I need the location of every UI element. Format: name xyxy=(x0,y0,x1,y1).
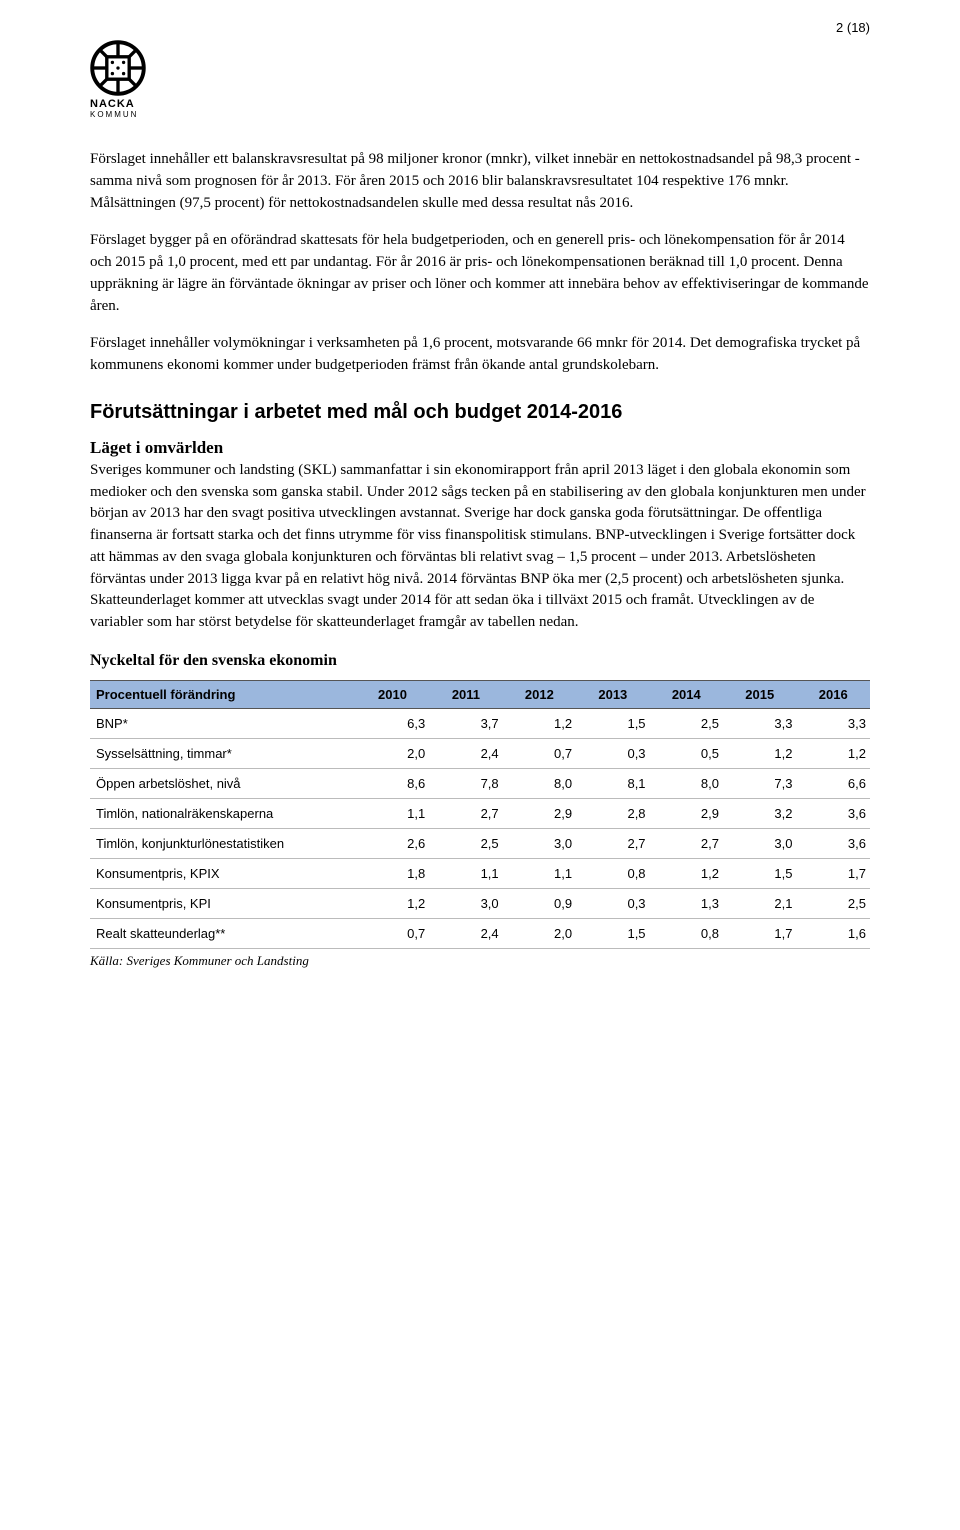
table-header-cell: 2013 xyxy=(576,680,649,708)
table-cell: Timlön, nationalräkenskaperna xyxy=(90,798,356,828)
table-cell: BNP* xyxy=(90,708,356,738)
table-cell: 1,5 xyxy=(723,858,796,888)
table-cell: 0,7 xyxy=(503,738,576,768)
body-paragraph: Förslaget innehåller volymökningar i ver… xyxy=(90,333,870,377)
table-cell: 2,9 xyxy=(503,798,576,828)
table-cell: 3,0 xyxy=(503,828,576,858)
table-cell: 1,1 xyxy=(356,798,429,828)
section-heading: Förutsättningar i arbetet med mål och bu… xyxy=(90,401,870,424)
table-header-cell: 2010 xyxy=(356,680,429,708)
table-cell: 2,6 xyxy=(356,828,429,858)
table-cell: 2,0 xyxy=(356,738,429,768)
table-cell: 8,0 xyxy=(650,768,723,798)
table-row: Konsumentpris, KPI1,23,00,90,31,32,12,5 xyxy=(90,888,870,918)
table-cell: 2,4 xyxy=(429,738,502,768)
table-cell: 1,8 xyxy=(356,858,429,888)
table-cell: 1,1 xyxy=(429,858,502,888)
table-row: Öppen arbetslöshet, nivå8,67,88,08,18,07… xyxy=(90,768,870,798)
table-cell: 1,2 xyxy=(723,738,796,768)
table-title: Nyckeltal för den svenska ekonomin xyxy=(90,652,870,670)
table-cell: 3,0 xyxy=(723,828,796,858)
table-cell: 2,9 xyxy=(650,798,723,828)
table-cell: 6,6 xyxy=(796,768,870,798)
subsection-heading: Läget i omvärlden xyxy=(90,438,870,458)
table-header-cell: Procentuell förändring xyxy=(90,680,356,708)
table-cell: Realt skatteunderlag** xyxy=(90,918,356,948)
table-cell: 7,3 xyxy=(723,768,796,798)
table-cell: 1,1 xyxy=(503,858,576,888)
table-cell: 6,3 xyxy=(356,708,429,738)
table-cell: 1,2 xyxy=(796,738,870,768)
table-cell: 1,5 xyxy=(576,918,649,948)
table-cell: Konsumentpris, KPIX xyxy=(90,858,356,888)
table-cell: 0,3 xyxy=(576,888,649,918)
table-cell: 1,2 xyxy=(503,708,576,738)
table-cell: Konsumentpris, KPI xyxy=(90,888,356,918)
page-number: 2 (18) xyxy=(836,20,870,35)
table-cell: 1,2 xyxy=(650,858,723,888)
table-cell: 2,7 xyxy=(429,798,502,828)
table-cell: 8,6 xyxy=(356,768,429,798)
table-cell: 1,7 xyxy=(723,918,796,948)
table-cell: 0,7 xyxy=(356,918,429,948)
table-cell: 0,3 xyxy=(576,738,649,768)
logo-sub: KOMMUN xyxy=(90,110,870,119)
body-paragraph: Förslaget innehåller ett balanskravsresu… xyxy=(90,149,870,214)
table-cell: 1,7 xyxy=(796,858,870,888)
table-cell: 1,6 xyxy=(796,918,870,948)
table-cell: Timlön, konjunkturlönestatistiken xyxy=(90,828,356,858)
body-paragraph: Sveriges kommuner och landsting (SKL) sa… xyxy=(90,460,870,634)
logo: NACKA KOMMUN xyxy=(90,40,870,119)
table-cell: 2,5 xyxy=(429,828,502,858)
table-cell: 0,5 xyxy=(650,738,723,768)
table-cell: 2,5 xyxy=(796,888,870,918)
table-cell: 7,8 xyxy=(429,768,502,798)
table-cell: 0,8 xyxy=(576,858,649,888)
table-row: Sysselsättning, timmar*2,02,40,70,30,51,… xyxy=(90,738,870,768)
table-cell: 3,0 xyxy=(429,888,502,918)
table-cell: 2,7 xyxy=(576,828,649,858)
table-cell: 3,3 xyxy=(723,708,796,738)
table-source: Källa: Sveriges Kommuner och Landsting xyxy=(90,953,870,969)
table-cell: Öppen arbetslöshet, nivå xyxy=(90,768,356,798)
table-cell: Sysselsättning, timmar* xyxy=(90,738,356,768)
logo-icon xyxy=(90,40,146,96)
table-row: Timlön, konjunkturlönestatistiken2,62,53… xyxy=(90,828,870,858)
table-header-cell: 2016 xyxy=(796,680,870,708)
table-header-cell: 2012 xyxy=(503,680,576,708)
table-cell: 2,1 xyxy=(723,888,796,918)
table-row: BNP*6,33,71,21,52,53,33,3 xyxy=(90,708,870,738)
table-row: Konsumentpris, KPIX1,81,11,10,81,21,51,7 xyxy=(90,858,870,888)
key-figures-table: Procentuell förändring201020112012201320… xyxy=(90,680,870,949)
table-cell: 2,4 xyxy=(429,918,502,948)
table-cell: 2,5 xyxy=(650,708,723,738)
table-cell: 1,2 xyxy=(356,888,429,918)
table-header-cell: 2015 xyxy=(723,680,796,708)
table-cell: 2,8 xyxy=(576,798,649,828)
table-cell: 8,1 xyxy=(576,768,649,798)
table-row: Realt skatteunderlag**0,72,42,01,50,81,7… xyxy=(90,918,870,948)
table-cell: 1,5 xyxy=(576,708,649,738)
table-cell: 3,7 xyxy=(429,708,502,738)
table-cell: 3,2 xyxy=(723,798,796,828)
table-cell: 3,3 xyxy=(796,708,870,738)
table-row: Timlön, nationalräkenskaperna1,12,72,92,… xyxy=(90,798,870,828)
table-cell: 3,6 xyxy=(796,828,870,858)
body-paragraph: Förslaget bygger på en oförändrad skatte… xyxy=(90,230,870,317)
table-cell: 8,0 xyxy=(503,768,576,798)
table-cell: 0,9 xyxy=(503,888,576,918)
table-header-cell: 2014 xyxy=(650,680,723,708)
logo-name: NACKA xyxy=(90,98,870,110)
table-header-cell: 2011 xyxy=(429,680,502,708)
table-cell: 0,8 xyxy=(650,918,723,948)
table-cell: 2,0 xyxy=(503,918,576,948)
table-cell: 3,6 xyxy=(796,798,870,828)
table-cell: 1,3 xyxy=(650,888,723,918)
table-cell: 2,7 xyxy=(650,828,723,858)
